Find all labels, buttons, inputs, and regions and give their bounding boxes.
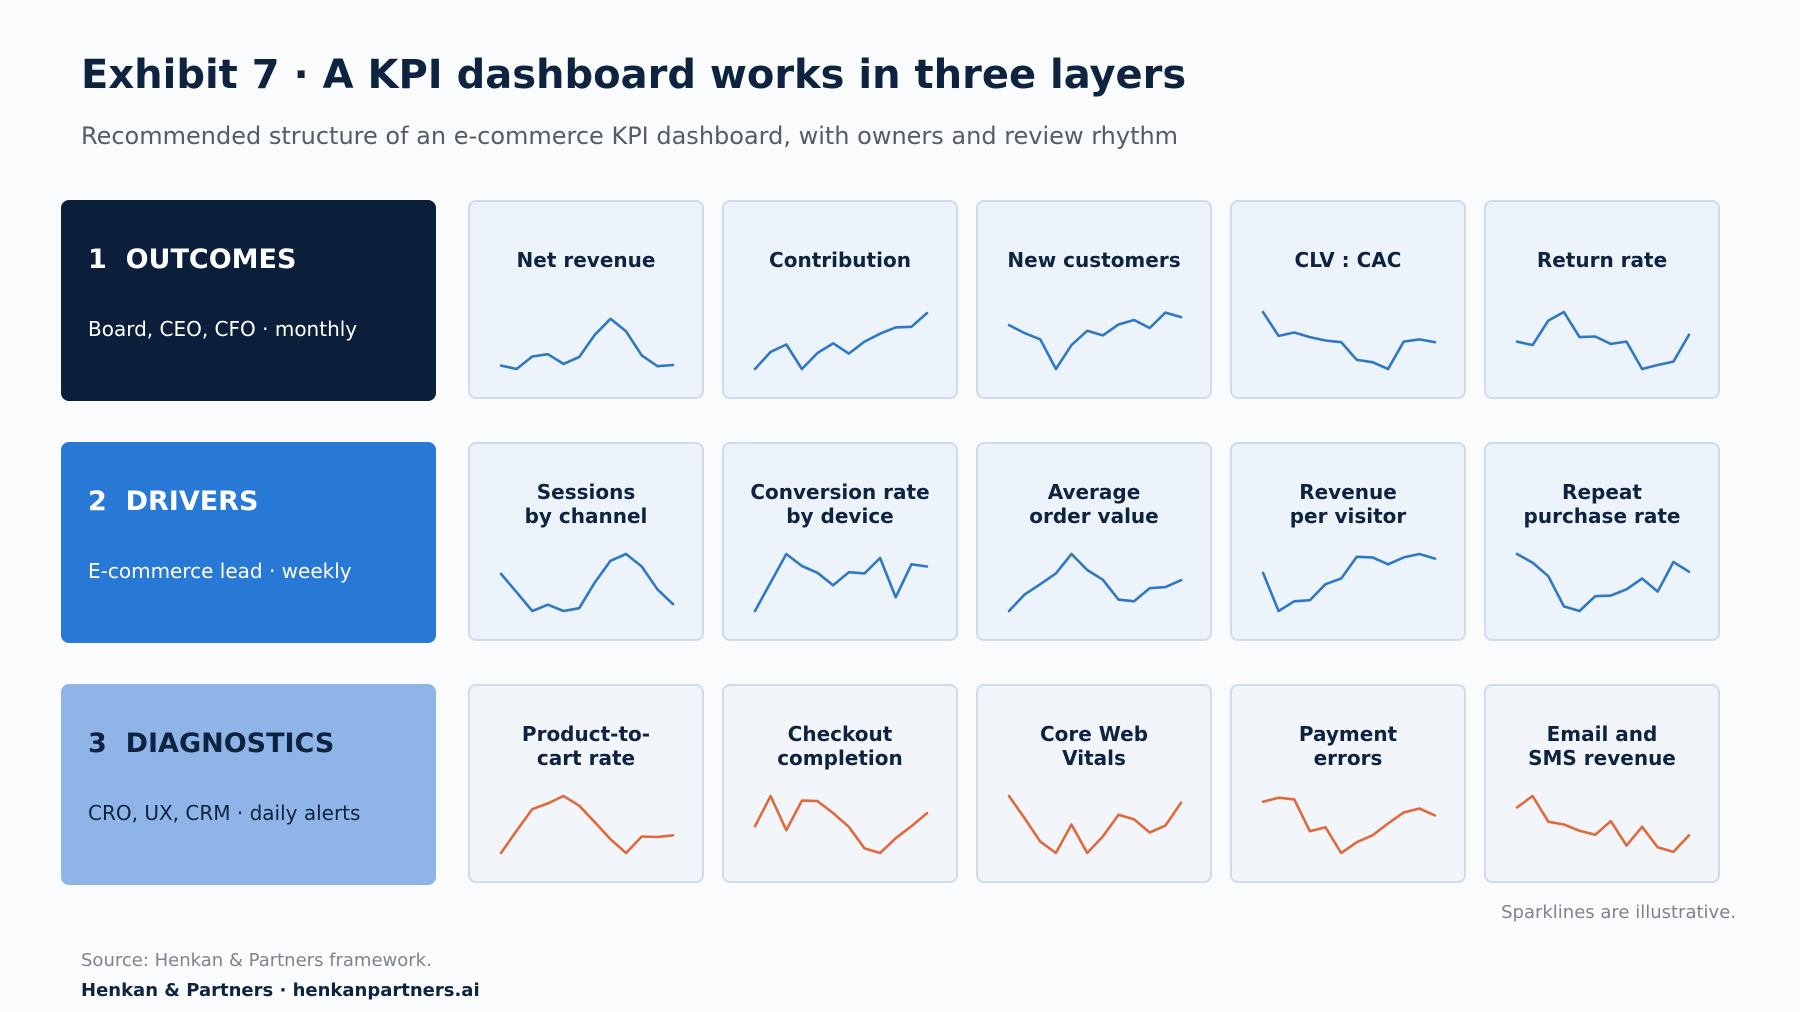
kpi-title: Payment errors [1232,722,1464,770]
kpi-card: Product-to-cart rate [468,684,704,883]
sparkline-line [753,794,929,855]
kpi-card: New customers [976,200,1212,399]
sparkline-line [1515,794,1691,854]
kpi-title-line-2: by channel [524,504,648,528]
sparkline-chart [1515,794,1691,854]
sparkline-line [1261,552,1437,613]
kpi-title-line-1: Core Web [1039,722,1149,746]
kpi-title: New customers [978,248,1210,272]
layer-owner: E-commerce lead · weekly [88,559,352,583]
source-line: Source: Henkan & Partners framework. [81,950,432,971]
sparkline-chart [1007,311,1183,371]
sparkline-chart [753,794,929,855]
sparkline-chart [1515,310,1691,371]
sparkline-chart [499,552,675,613]
kpi-card: Core Web Vitals [976,684,1212,883]
page-title: Exhibit 7 · A KPI dashboard works in thr… [81,52,1187,98]
layer-title: 3 DIAGNOSTICS [88,728,335,759]
kpi-card: Repeat purchase rate [1484,442,1720,641]
kpi-card: CLV : CAC [1230,200,1466,399]
kpi-card: Conversion rate by device [722,442,958,641]
sparkline-line [753,311,929,371]
kpi-title-line-2: order value [1029,504,1159,528]
kpi-title: Email and SMS revenue [1486,722,1718,770]
sparkline-chart [753,552,929,613]
kpi-title-line-2: by device [786,504,894,528]
sparkline-chart [499,317,675,371]
kpi-title-line-1: Repeat [1562,480,1642,504]
kpi-title-line-1: Average [1047,480,1141,504]
kpi-title-line-1: New customers [1007,248,1181,272]
kpi-title: Checkout completion [724,722,956,770]
sparkline-chart [1515,552,1691,613]
sparkline-line [753,552,929,613]
layer-owner: Board, CEO, CFO · monthly [88,317,358,341]
sparkline-line [1007,552,1183,613]
sparkline-line [1515,552,1691,613]
kpi-title: CLV : CAC [1232,248,1464,272]
kpi-card: Net revenue [468,200,704,399]
kpi-title: Return rate [1486,248,1718,272]
sparkline-line [1515,310,1691,371]
brand-line: Henkan & Partners · henkanpartners.ai [81,980,480,1001]
kpi-title-line-1: Net revenue [516,248,656,272]
kpi-title-line-1: CLV : CAC [1294,248,1402,272]
sparkline-chart [1007,552,1183,613]
kpi-title: Net revenue [470,248,702,272]
sparkline-line [1007,311,1183,371]
layer-drivers: 2 DRIVERS E-commerce lead · weekly [61,442,436,643]
sparkline-line [1007,794,1183,855]
kpi-card: Payment errors [1230,684,1466,883]
kpi-title-line-1: Email and [1546,722,1658,746]
sparkline-line [1261,310,1437,371]
kpi-title-line-2: cart rate [536,746,636,770]
kpi-card: Checkout completion [722,684,958,883]
kpi-title: Product-to-cart rate [470,722,702,770]
kpi-card: Average order value [976,442,1212,641]
kpi-title: Sessions by channel [470,480,702,528]
kpi-title: Average order value [978,480,1210,528]
kpi-title-line-2: SMS revenue [1528,746,1676,770]
kpi-title-line-2: Vitals [1062,746,1126,770]
kpi-title: Conversion rate by device [724,480,956,528]
kpi-title-line-2: purchase rate [1523,504,1681,528]
kpi-title-line-1: Payment [1298,722,1398,746]
kpi-title-line-1: Revenue [1299,480,1397,504]
kpi-title-line-1: Sessions [536,480,636,504]
kpi-title: Core Web Vitals [978,722,1210,770]
kpi-card: Revenue per visitor [1230,442,1466,641]
kpi-title-line-1: Return rate [1536,248,1668,272]
kpi-title-line-2: errors [1313,746,1383,770]
kpi-card: Contribution [722,200,958,399]
kpi-title: Contribution [724,248,956,272]
kpi-card: Email and SMS revenue [1484,684,1720,883]
kpi-title-line-1: Checkout [787,722,893,746]
sparkline-chart [1261,310,1437,371]
sparkline-chart [1261,552,1437,613]
sparkline-chart [1261,796,1437,855]
kpi-title: Repeat purchase rate [1486,480,1718,528]
sparkline-line [499,552,675,613]
kpi-card: Sessions by channel [468,442,704,641]
sparkline-chart [753,311,929,371]
sparkline-note: Sparklines are illustrative. [1501,902,1736,923]
layer-diagnostics: 3 DIAGNOSTICS CRO, UX, CRM · daily alerts [61,684,436,885]
layer-title: 2 DRIVERS [88,486,259,517]
sparkline-line [499,794,675,855]
sparkline-line [1261,796,1437,855]
sparkline-line [499,317,675,371]
page-subtitle: Recommended structure of an e-commerce K… [81,122,1179,150]
kpi-title-line-2: per visitor [1289,504,1407,528]
layer-outcomes: 1 OUTCOMES Board, CEO, CFO · monthly [61,200,436,401]
kpi-card: Return rate [1484,200,1720,399]
layer-owner: CRO, UX, CRM · daily alerts [88,801,361,825]
kpi-title: Revenue per visitor [1232,480,1464,528]
kpi-title-line-1: Product-to- [521,722,651,746]
sparkline-chart [499,794,675,855]
sparkline-chart [1007,794,1183,855]
layer-title: 1 OUTCOMES [88,244,297,275]
kpi-title-line-2: completion [777,746,903,770]
kpi-title-line-1: Contribution [769,248,911,272]
kpi-title-line-1: Conversion rate [750,480,930,504]
